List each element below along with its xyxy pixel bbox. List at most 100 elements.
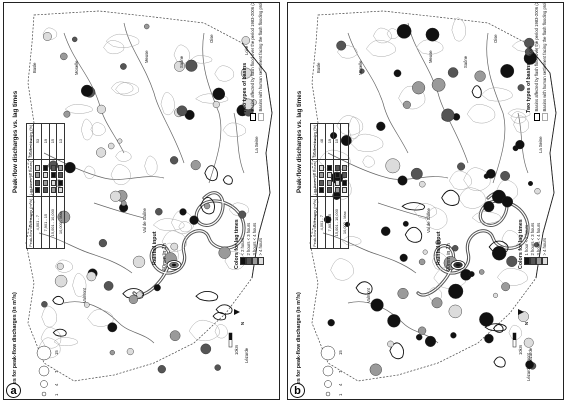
basin-outline (83, 165, 96, 179)
basin-discharge-circle (415, 334, 423, 341)
basin-outline (161, 230, 187, 252)
basin-discharge-circle (136, 291, 143, 298)
lag-chip (319, 179, 325, 186)
map-panel-a: Peak-flow discharges vs. lag times Rainfa… (3, 2, 280, 400)
flash-flood-basin (222, 175, 233, 185)
basin-discharge-circle (117, 138, 123, 144)
lag-table-header-cell: Peak-flow discharges (m³/s) (310, 196, 318, 249)
lag-table-cell: 15,001 - 10,000 (49, 196, 57, 249)
lag-chip (50, 187, 56, 194)
lag-table-header-row: Peak-flow discharges (m³/s) Lag times (in… (310, 123, 318, 249)
basin-outline (222, 122, 246, 138)
lag-table-row: 4,001 - 7 48 (317, 123, 326, 249)
basin-discharge-circle (474, 70, 486, 82)
basin-discharge-circle (109, 350, 115, 356)
map-svg (25, 10, 273, 397)
lag-color-item: > 4 hours (542, 238, 548, 265)
basin-discharge-circle (128, 294, 138, 305)
lag-color-label: 3 hours < 4 hours (536, 222, 542, 256)
basins-title: Two types of basins (242, 62, 248, 113)
river-seine (416, 191, 530, 297)
place-label: Meuse (428, 50, 433, 63)
basin-outline (348, 116, 360, 140)
basin-outline (90, 122, 106, 137)
place-label: Oise (209, 34, 214, 43)
basin-discharge-circle (422, 249, 428, 255)
lag-chip (35, 179, 41, 186)
basin-outline (451, 17, 466, 42)
basin-outline (115, 150, 132, 162)
rainfall-cell-icon (166, 260, 182, 270)
basin-discharge-circle (410, 167, 423, 180)
river-tributary (63, 32, 125, 154)
basin-discharge-circle (478, 269, 485, 275)
basin-outline (115, 82, 139, 96)
river-tributary (233, 112, 245, 174)
basin-outline (42, 27, 58, 40)
value-legend-circle (322, 365, 334, 377)
basin-discharge-circle (170, 156, 179, 165)
lag-chip (42, 179, 48, 186)
basin-outline (160, 91, 175, 116)
basin-outline (41, 305, 58, 328)
basin-outline (81, 118, 94, 141)
river-tributary (347, 301, 439, 344)
place-label: Val de Saône (142, 208, 147, 233)
place-label: Valmont (82, 287, 87, 303)
lag-table-cell: 7,901 - 15 (325, 196, 333, 249)
basin-outline (53, 337, 78, 347)
basin-discharge-circle (431, 297, 443, 309)
values-legend-circles (36, 345, 52, 397)
basin-discharge-circle (120, 63, 127, 70)
basin-discharge-circle (190, 160, 201, 171)
place-label: La Seine (254, 136, 259, 153)
basin-discharge-circle (43, 32, 52, 41)
basin-discharge-circle (484, 333, 494, 344)
basin-discharge-circle (336, 40, 347, 51)
lag-color-item: > 4 hours (258, 238, 264, 265)
basin-discharge-circle (359, 68, 365, 74)
lag-chip (35, 187, 41, 194)
lag-chip (334, 187, 340, 194)
basin-outline (188, 319, 220, 342)
basins-legend-item: Basins with human settlement facing the … (258, 3, 264, 121)
lag-table-cell: 48 (317, 123, 326, 160)
basin-discharge-circle (60, 52, 68, 61)
basin-discharge-circle (419, 180, 426, 188)
rainfall-title: Rainfall input (152, 231, 158, 265)
basin-outline (513, 115, 530, 134)
value-legend-circle (320, 345, 336, 361)
place-label: Loire (528, 45, 533, 55)
lag-table-row: 7,901 - 15 19 (41, 123, 49, 249)
lag-table-cell: 4,001 - 7 (317, 196, 326, 249)
basin-discharge-circle (126, 348, 134, 356)
basin-discharge-circle (155, 207, 163, 216)
lag-chips (319, 163, 325, 194)
basin-discharge-circle (370, 298, 384, 312)
lag-chip (334, 172, 340, 179)
basin-discharge-circle (84, 302, 90, 308)
basin-swatch (542, 113, 548, 121)
lag-chip (334, 164, 340, 171)
basin-discharge-circle (174, 60, 185, 72)
basin-discharge-circle (468, 271, 475, 277)
lag-chips (42, 163, 48, 194)
basin-discharge-circle (153, 284, 161, 292)
basin-outline (416, 39, 444, 55)
place-label: Basle (316, 62, 321, 73)
place-label: Saône (463, 55, 468, 68)
river-tributary (486, 32, 506, 184)
basin-discharge-circle (330, 132, 338, 140)
region-boundary (25, 10, 273, 382)
basin-outline (214, 65, 235, 82)
lag-chip (342, 164, 348, 171)
basin-discharge-circle (402, 100, 411, 109)
basin-discharge-circle (57, 210, 71, 224)
lag-chip (35, 172, 41, 179)
north-label: N (524, 321, 529, 325)
coastline (241, 42, 273, 279)
basin-outline (72, 272, 87, 297)
basin-discharge-circle (412, 81, 426, 95)
basin-discharge-circle (418, 258, 426, 266)
basin-discharge-circle (242, 98, 254, 110)
